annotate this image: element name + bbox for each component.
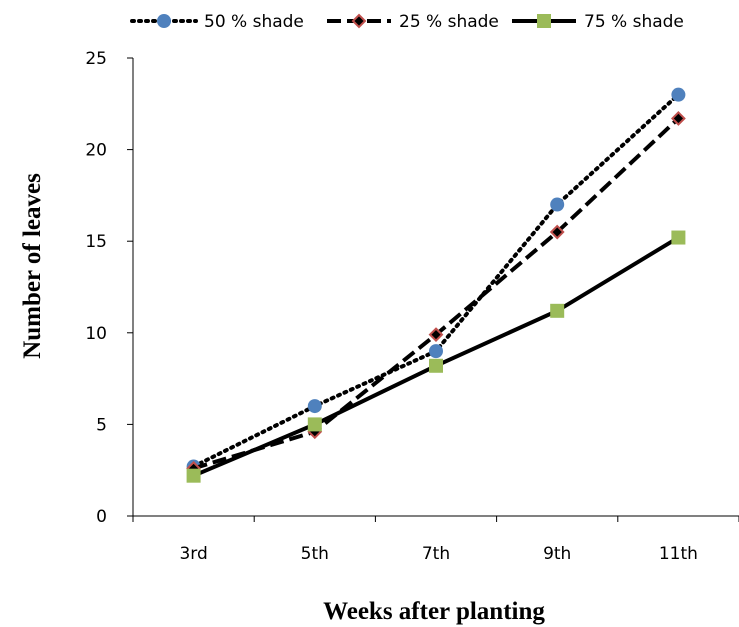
data-point: [157, 14, 171, 28]
data-point: [550, 303, 565, 318]
y-tick-label: 5: [96, 415, 107, 435]
series-line: [193, 116, 680, 471]
data-point: [307, 417, 322, 432]
data-point: [671, 230, 686, 245]
data-point: [429, 358, 443, 373]
legend: 50 % shade 25 % shade 75 % shade: [130, 12, 684, 32]
x-axis-title: Weeks after planting: [323, 598, 545, 625]
data-point: [428, 327, 444, 343]
y-tick-label: 20: [85, 141, 107, 161]
series: [186, 230, 686, 483]
y-tick-label: 15: [85, 232, 107, 252]
y-tick-label: 25: [85, 49, 107, 69]
x-tick-label: 11th: [659, 544, 698, 564]
x-tick-label: 9th: [543, 544, 571, 564]
data-point: [670, 111, 686, 126]
data-point: [671, 87, 686, 102]
data-point: [550, 197, 565, 212]
data-point: [549, 224, 565, 240]
data-point: [429, 344, 443, 359]
y-tick-label: 0: [96, 507, 107, 527]
x-tick-label: 7th: [422, 544, 450, 564]
x-tick-label: 3rd: [179, 544, 207, 564]
legend-item: 25 % shade: [327, 12, 499, 32]
x-ticks: 3rd 5th 7th 9th 11th: [132, 516, 739, 564]
data-point: [351, 13, 367, 29]
data-point: [537, 14, 551, 28]
data-point: [186, 468, 201, 483]
legend-item: 75 % shade: [512, 12, 684, 32]
data-point: [307, 399, 322, 414]
axes: 0 5 10 15 20 25 3rd 5th 7th 9th 11th: [85, 49, 739, 564]
series-layer: [186, 87, 686, 483]
series: [186, 111, 686, 476]
legend-item: 50 % shade: [130, 12, 304, 32]
legend-label: 50 % shade: [204, 12, 304, 32]
legend-label: 25 % shade: [399, 12, 499, 32]
legend-label: 75 % shade: [584, 12, 684, 32]
x-tick-label: 5th: [301, 544, 329, 564]
y-ticks: 0 5 10 15 20 25: [85, 49, 133, 527]
y-axis-title: Number of leaves: [19, 173, 46, 359]
y-tick-label: 10: [85, 324, 107, 344]
